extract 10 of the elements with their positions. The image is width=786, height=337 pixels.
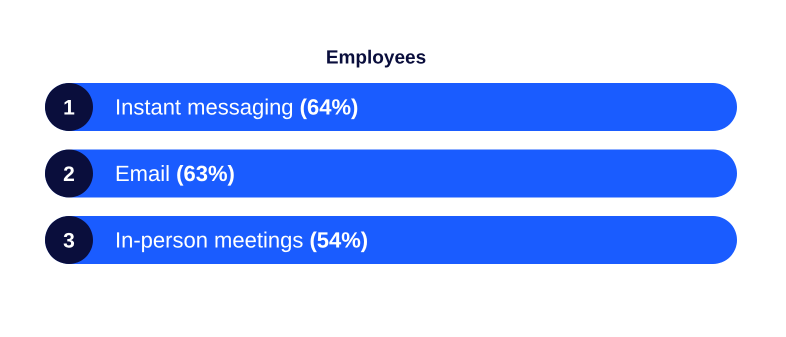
text: 1 — [63, 96, 75, 120]
category-label: Instant messaging — [115, 94, 300, 120]
category-label: Email — [115, 161, 176, 186]
text: 2 — [63, 162, 75, 186]
category-label: In-person meetings — [115, 228, 310, 253]
text: Employees — [326, 48, 426, 69]
text: 3 — [63, 229, 75, 252]
data-label: (64%) — [300, 94, 358, 120]
data-label: (63%) — [176, 161, 235, 186]
data-label: (54%) — [309, 228, 368, 253]
